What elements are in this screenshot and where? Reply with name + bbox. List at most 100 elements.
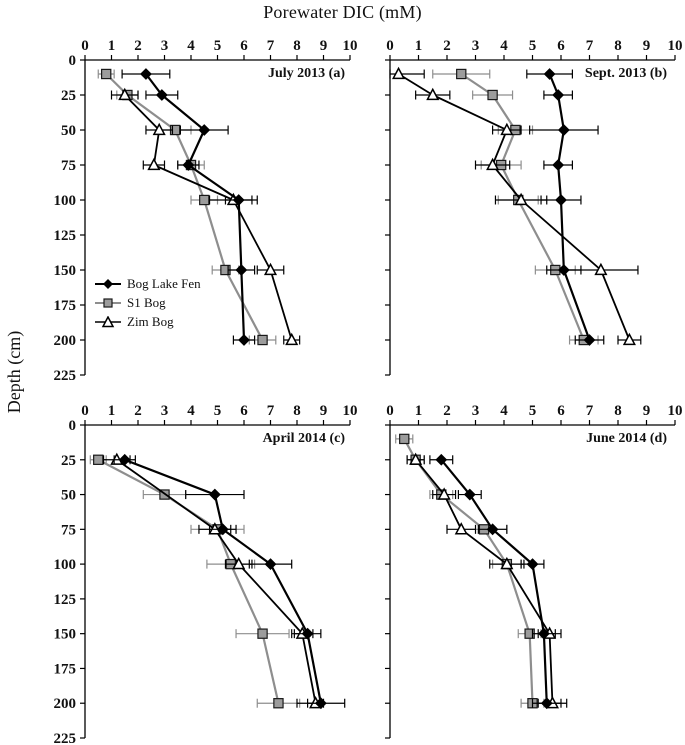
svg-text:4: 4 bbox=[187, 403, 195, 419]
series-s1-bog-c bbox=[89, 454, 301, 709]
svg-text:150: 150 bbox=[54, 627, 77, 643]
panel-b-axes: 0 1 2 3 4 5 6 7 8 9 10 bbox=[385, 38, 683, 376]
svg-text:3: 3 bbox=[161, 38, 169, 54]
svg-text:150: 150 bbox=[54, 263, 77, 279]
panel-b-letter: (b) bbox=[649, 66, 667, 81]
legend-label-zim-bog: Zim Bog bbox=[127, 313, 174, 329]
panel-c-title: April 2014 (c) bbox=[263, 431, 345, 447]
svg-text:5: 5 bbox=[214, 38, 222, 54]
svg-text:125: 125 bbox=[54, 592, 77, 608]
svg-text:3: 3 bbox=[161, 403, 169, 419]
legend-label-s1-bog: S1 Bog bbox=[127, 294, 166, 310]
legend-marker-square bbox=[95, 297, 121, 308]
svg-text:0: 0 bbox=[69, 418, 77, 434]
panel-d: 0 1 2 3 4 5 6 7 8 9 10 bbox=[385, 403, 683, 739]
svg-text:100: 100 bbox=[54, 193, 77, 209]
panel-c-letter: (c) bbox=[329, 431, 345, 446]
svg-text:1: 1 bbox=[415, 38, 423, 54]
legend-marker-triangle bbox=[95, 315, 121, 327]
panel-d-axes: 0 1 2 3 4 5 6 7 8 9 10 bbox=[385, 403, 683, 739]
svg-text:1: 1 bbox=[108, 403, 116, 419]
svg-text:7: 7 bbox=[586, 403, 594, 419]
svg-text:200: 200 bbox=[54, 333, 77, 349]
svg-text:0: 0 bbox=[81, 38, 89, 54]
panel-c-title-text: April 2014 bbox=[262, 431, 326, 446]
svg-text:8: 8 bbox=[614, 38, 622, 54]
svg-text:2: 2 bbox=[443, 38, 451, 54]
svg-text:7: 7 bbox=[267, 403, 275, 419]
svg-text:50: 50 bbox=[61, 488, 76, 504]
svg-text:3: 3 bbox=[472, 403, 480, 419]
svg-text:7: 7 bbox=[267, 38, 275, 54]
svg-text:25: 25 bbox=[61, 453, 76, 469]
svg-text:1: 1 bbox=[415, 403, 423, 419]
svg-text:4: 4 bbox=[500, 38, 508, 54]
panel-b-title: Sept. 2013 (b) bbox=[585, 66, 667, 82]
svg-text:0: 0 bbox=[386, 38, 394, 54]
panel-b-title-text: Sept. 2013 bbox=[584, 66, 647, 81]
series-s1-bog-b bbox=[432, 68, 599, 346]
panel-d-title-text: June 2014 bbox=[586, 431, 647, 446]
svg-text:225: 225 bbox=[54, 731, 77, 745]
svg-text:100: 100 bbox=[54, 557, 77, 573]
panel-d-letter: (d) bbox=[649, 431, 667, 446]
svg-text:2: 2 bbox=[443, 403, 451, 419]
svg-text:6: 6 bbox=[557, 38, 565, 54]
svg-text:2: 2 bbox=[134, 38, 142, 54]
svg-text:25: 25 bbox=[61, 88, 76, 104]
series-s1-bog-d bbox=[395, 433, 545, 709]
panel-a-letter: (a) bbox=[328, 66, 345, 81]
svg-text:9: 9 bbox=[320, 38, 328, 54]
panel-a-title: July 2013 (a) bbox=[268, 66, 345, 82]
svg-text:10: 10 bbox=[343, 403, 358, 419]
svg-text:75: 75 bbox=[61, 158, 76, 174]
svg-text:4: 4 bbox=[500, 403, 508, 419]
panel-b: 0 1 2 3 4 5 6 7 8 9 10 bbox=[385, 38, 683, 376]
svg-text:0: 0 bbox=[81, 403, 89, 419]
legend-marker-diamond bbox=[95, 278, 121, 289]
panel-a-title-text: July 2013 bbox=[267, 66, 326, 81]
figure-title: Porewater DIC (mM) bbox=[263, 2, 422, 22]
svg-text:5: 5 bbox=[214, 403, 222, 419]
svg-text:2: 2 bbox=[134, 403, 142, 419]
legend-item-s1-bog: S1 Bog bbox=[95, 295, 201, 310]
svg-text:7: 7 bbox=[586, 38, 594, 54]
legend: Bog Lake Fen S1 Bog Zim Bog bbox=[95, 276, 201, 329]
svg-text:225: 225 bbox=[54, 368, 77, 384]
svg-text:9: 9 bbox=[320, 403, 328, 419]
legend-label-bog-lake-fen: Bog Lake Fen bbox=[127, 275, 201, 291]
svg-text:175: 175 bbox=[54, 661, 77, 677]
svg-text:1: 1 bbox=[108, 38, 116, 54]
svg-text:6: 6 bbox=[240, 403, 248, 419]
svg-text:6: 6 bbox=[240, 38, 248, 54]
series-bog-lake-fen-a bbox=[121, 68, 256, 346]
svg-text:125: 125 bbox=[54, 228, 77, 244]
svg-text:10: 10 bbox=[343, 38, 358, 54]
svg-text:8: 8 bbox=[614, 403, 622, 419]
series-bog-lake-fen-d bbox=[429, 453, 562, 710]
svg-text:175: 175 bbox=[54, 298, 77, 314]
svg-text:5: 5 bbox=[529, 403, 537, 419]
svg-text:6: 6 bbox=[557, 403, 565, 419]
svg-text:0: 0 bbox=[386, 403, 394, 419]
svg-text:8: 8 bbox=[293, 38, 301, 54]
svg-text:50: 50 bbox=[61, 123, 76, 139]
series-bog-lake-fen-b bbox=[526, 68, 605, 346]
y-axis-label: Depth (cm) bbox=[4, 330, 24, 414]
svg-text:10: 10 bbox=[668, 38, 683, 54]
svg-text:10: 10 bbox=[668, 403, 683, 419]
svg-text:4: 4 bbox=[187, 38, 195, 54]
legend-item-zim-bog: Zim Bog bbox=[95, 314, 201, 329]
svg-text:75: 75 bbox=[61, 522, 76, 538]
svg-text:9: 9 bbox=[643, 38, 651, 54]
legend-item-bog-lake-fen: Bog Lake Fen bbox=[95, 276, 201, 291]
svg-text:5: 5 bbox=[529, 38, 537, 54]
series-zim-bog-d bbox=[406, 452, 568, 709]
svg-text:8: 8 bbox=[293, 403, 301, 419]
panel-d-title: June 2014 (d) bbox=[586, 431, 667, 447]
